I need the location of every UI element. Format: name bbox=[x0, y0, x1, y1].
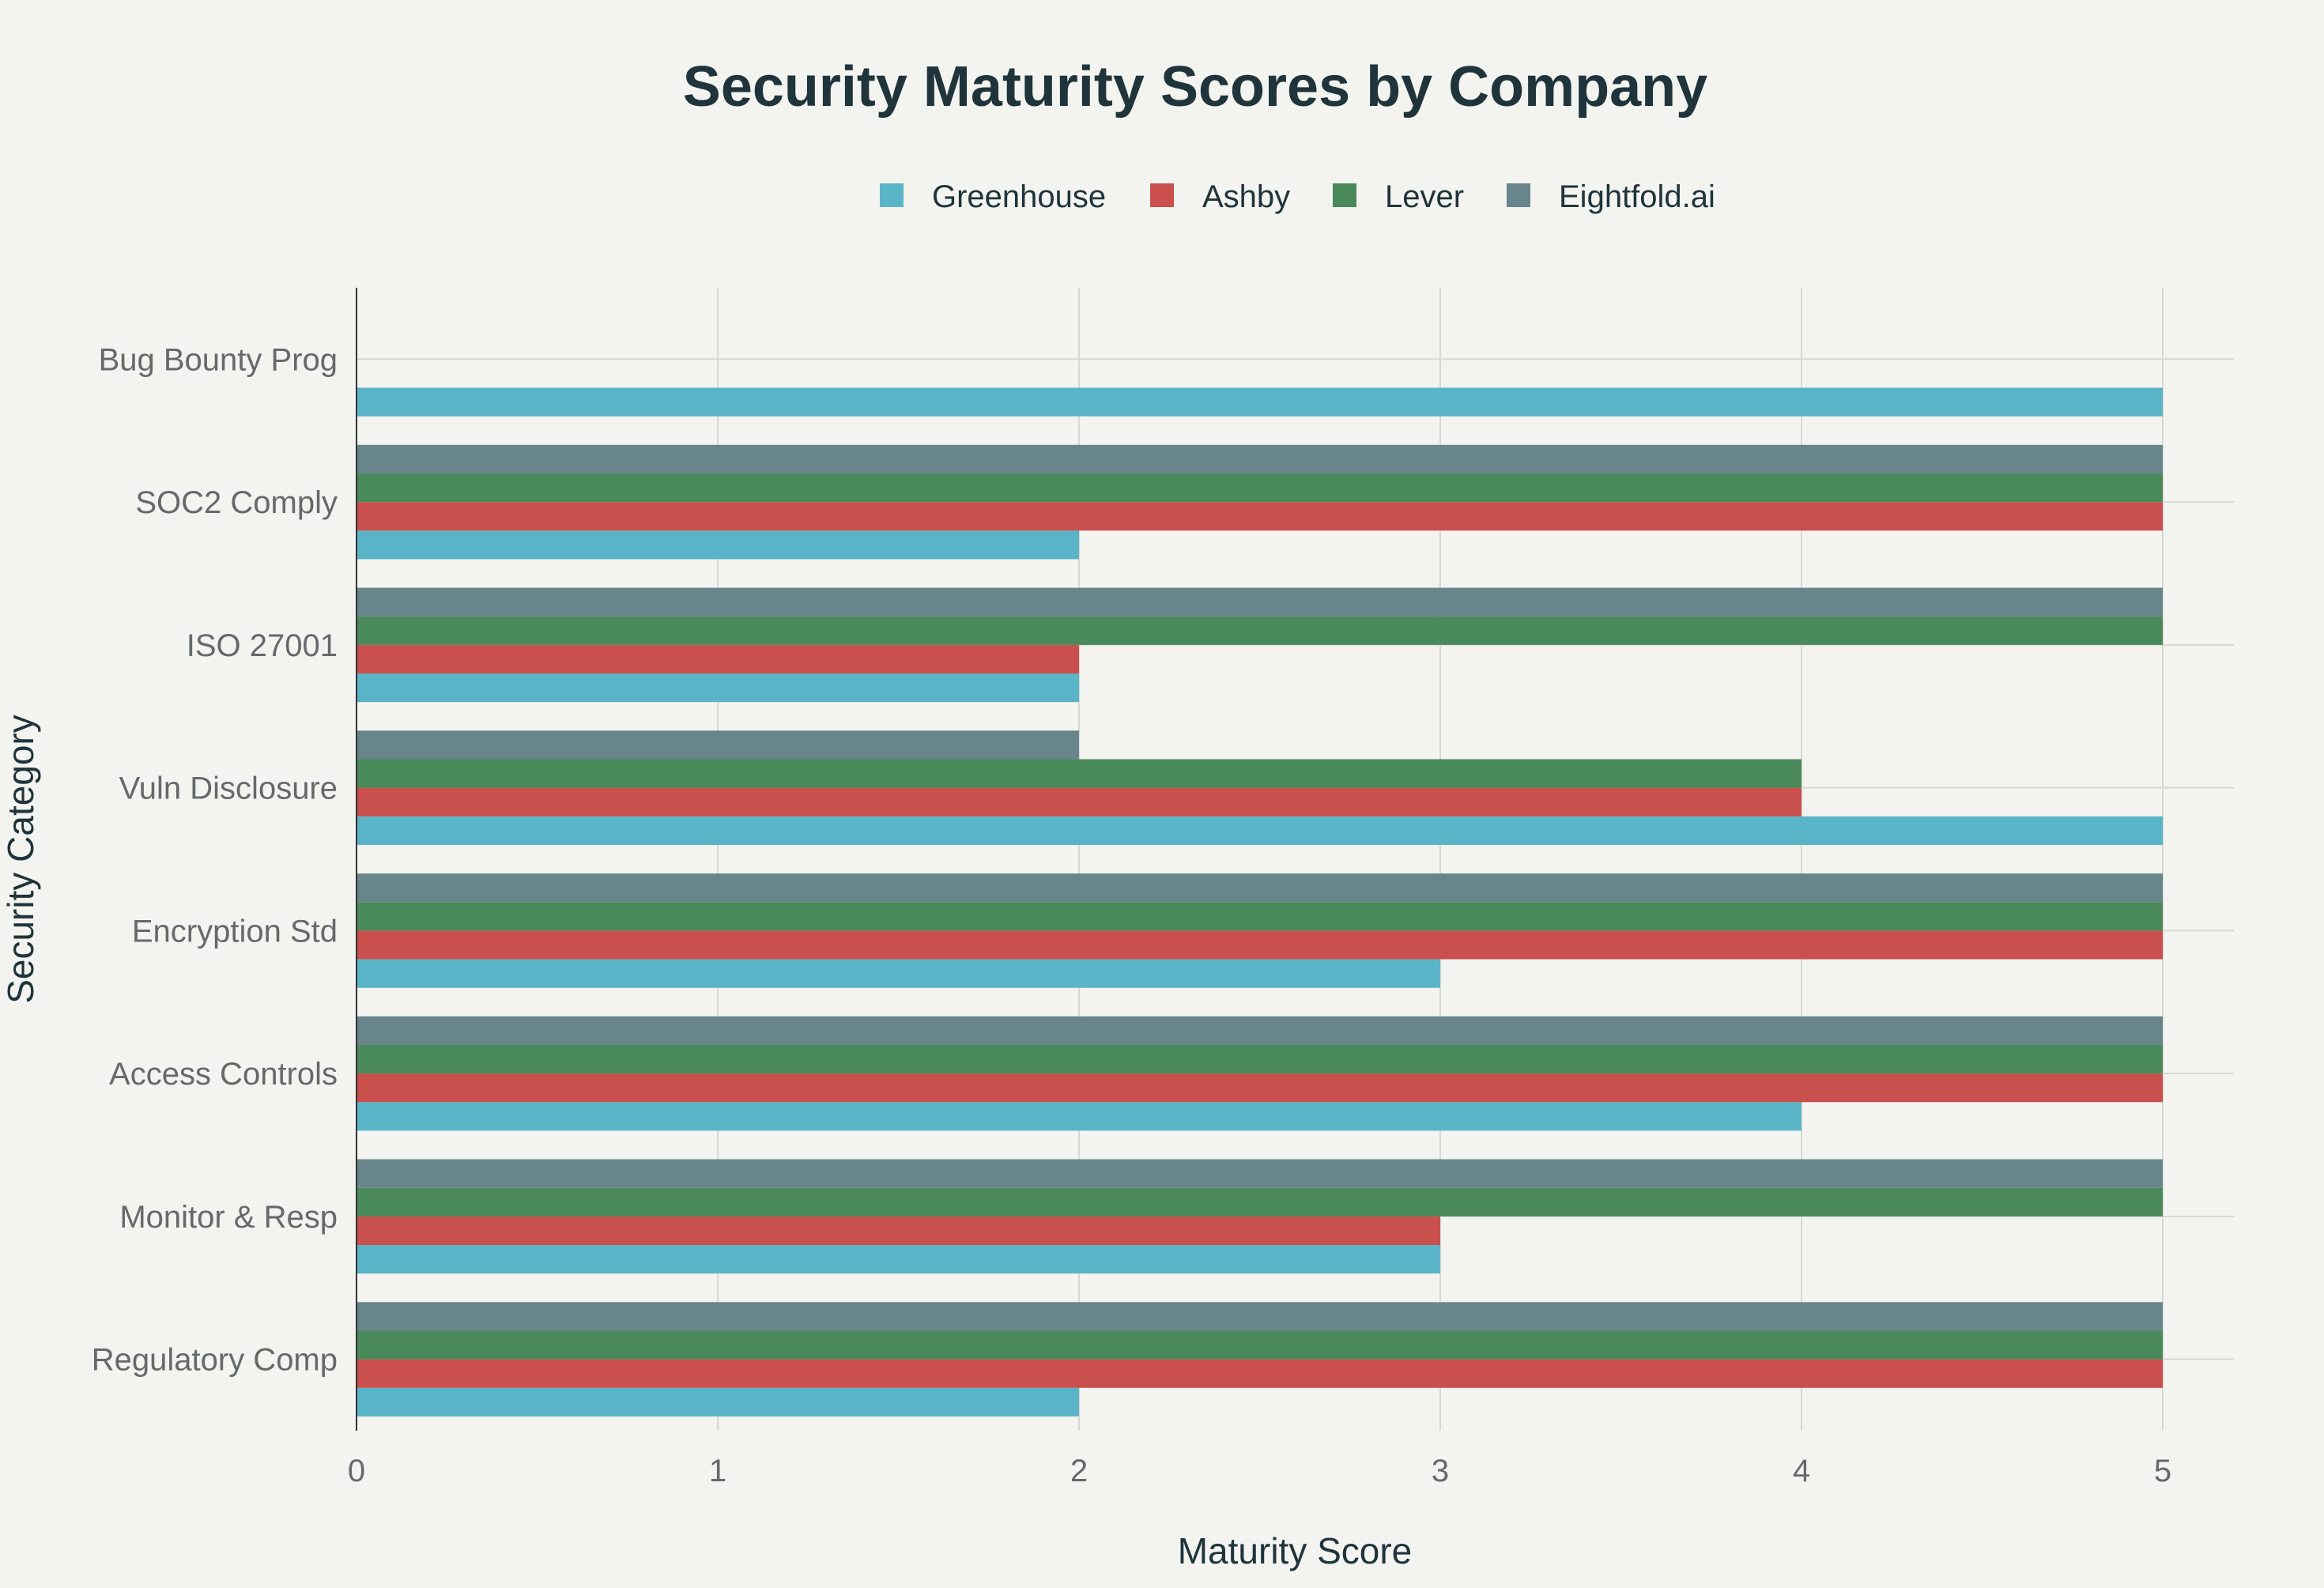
y-tick-label: ISO 27001 bbox=[187, 628, 338, 663]
bar-eightfold-ai bbox=[357, 730, 1079, 760]
bar-ashby bbox=[357, 787, 1801, 817]
bar-lever bbox=[357, 1044, 2163, 1074]
y-axis-ticks: Bug Bounty Prog SOC2 Comply ISO 27001 Vuln … bbox=[92, 342, 338, 1377]
y-tick-label: Access Controls bbox=[109, 1057, 338, 1092]
legend-item-greenhouse[interactable]: Greenhouse bbox=[880, 179, 1106, 214]
bar-lever bbox=[357, 1330, 2163, 1360]
x-tick-label: 4 bbox=[1793, 1454, 1810, 1488]
bar-greenhouse bbox=[357, 959, 1440, 988]
legend-label: Ashby bbox=[1202, 179, 1290, 214]
bar-ashby bbox=[357, 502, 2163, 531]
bars bbox=[357, 387, 2163, 1416]
x-axis-ticks: 0 1 2 3 4 5 bbox=[348, 1454, 2171, 1488]
bar-ashby bbox=[357, 930, 2163, 960]
bar-eightfold-ai bbox=[357, 873, 2163, 903]
legend-label: Eightfold.ai bbox=[1559, 179, 1715, 214]
legend-item-lever[interactable]: Lever bbox=[1333, 179, 1464, 214]
x-tick-label: 5 bbox=[2154, 1454, 2171, 1488]
legend: Greenhouse Ashby Lever Eightfold.ai bbox=[880, 179, 1715, 214]
legend-swatch bbox=[1507, 183, 1530, 207]
bar-greenhouse bbox=[357, 1387, 1079, 1416]
legend-swatch bbox=[880, 183, 904, 207]
bar-lever bbox=[357, 759, 1801, 788]
bar-eightfold-ai bbox=[357, 1016, 2163, 1045]
legend-swatch bbox=[1150, 183, 1174, 207]
y-axis-label: Security Category bbox=[0, 715, 41, 1004]
legend-item-eightfold-ai[interactable]: Eightfold.ai bbox=[1507, 179, 1715, 214]
bar-eightfold-ai bbox=[357, 1302, 2163, 1331]
bar-lever bbox=[357, 616, 2163, 645]
bar-ashby bbox=[357, 1216, 1440, 1246]
legend-item-ashby[interactable]: Ashby bbox=[1150, 179, 1290, 214]
y-tick-label: Encryption Std bbox=[132, 914, 338, 949]
bar-ashby bbox=[357, 644, 1079, 674]
chart-title: Security Maturity Scores by Company bbox=[683, 55, 1707, 119]
x-tick-label: 2 bbox=[1070, 1454, 1088, 1488]
bar-ashby bbox=[357, 1359, 2163, 1388]
bar-greenhouse bbox=[357, 1102, 1801, 1131]
bar-greenhouse bbox=[357, 387, 2163, 417]
bar-lever bbox=[357, 473, 2163, 503]
x-tick-label: 3 bbox=[1432, 1454, 1449, 1488]
y-tick-label: Monitor & Resp bbox=[119, 1200, 338, 1235]
y-tick-label: SOC2 Comply bbox=[135, 485, 338, 520]
bar-greenhouse bbox=[357, 673, 1079, 703]
y-tick-label: Vuln Disclosure bbox=[119, 771, 338, 806]
bar-eightfold-ai bbox=[357, 587, 2163, 617]
bar-greenhouse bbox=[357, 1245, 1440, 1274]
legend-label: Lever bbox=[1385, 179, 1464, 214]
bar-greenhouse bbox=[357, 816, 2163, 845]
bar-lever bbox=[357, 1187, 2163, 1216]
bar-greenhouse bbox=[357, 530, 1079, 560]
x-tick-label: 1 bbox=[709, 1454, 726, 1488]
bar-eightfold-ai bbox=[357, 1159, 2163, 1188]
legend-swatch bbox=[1333, 183, 1356, 207]
bar-ashby bbox=[357, 1073, 2163, 1103]
y-tick-label: Regulatory Comp bbox=[92, 1343, 338, 1378]
bar-lever bbox=[357, 902, 2163, 931]
x-tick-label: 0 bbox=[348, 1454, 365, 1488]
y-tick-label: Bug Bounty Prog bbox=[99, 342, 338, 377]
bar-eightfold-ai bbox=[357, 444, 2163, 473]
legend-label: Greenhouse bbox=[932, 179, 1106, 214]
x-axis-label: Maturity Score bbox=[1178, 1530, 1413, 1571]
